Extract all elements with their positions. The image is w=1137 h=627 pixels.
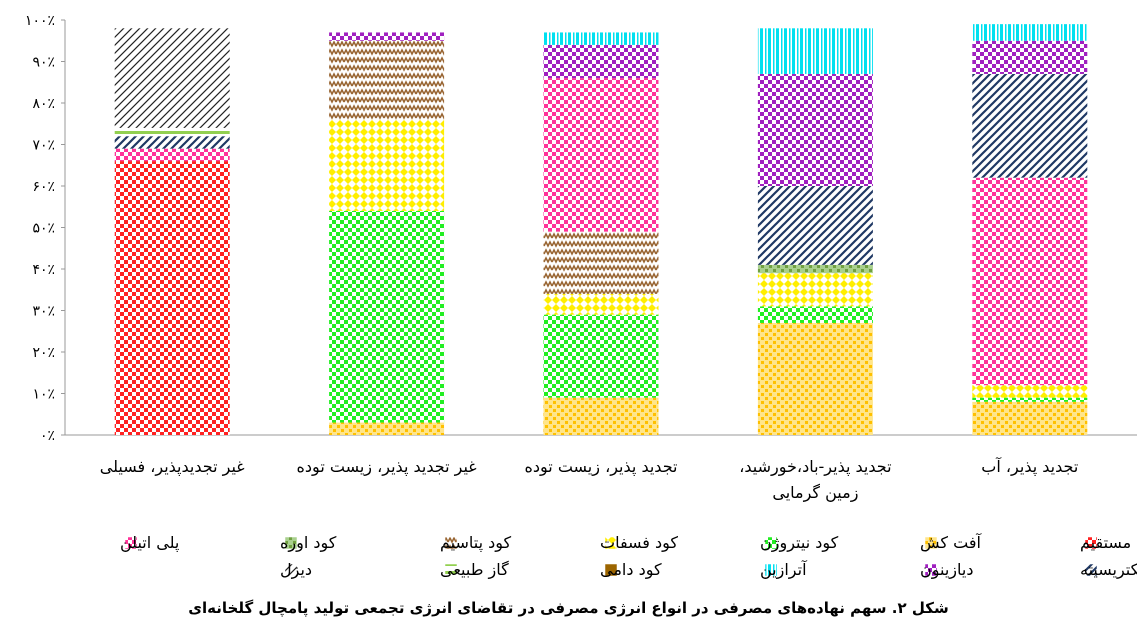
bar-segment bbox=[114, 148, 230, 162]
legend-item: کود اوره bbox=[280, 533, 337, 553]
bar-segment bbox=[972, 397, 1088, 402]
bar-segment bbox=[114, 28, 230, 128]
legend-swatch bbox=[764, 536, 778, 550]
bar-segment bbox=[757, 73, 873, 186]
legend-label: آفت کش bbox=[920, 533, 982, 553]
bar-segment bbox=[757, 273, 873, 307]
y-tick-label: ۵۰٪ bbox=[32, 221, 55, 237]
y-tick-label: ۶۰٪ bbox=[32, 179, 55, 195]
bar-segment bbox=[114, 161, 230, 435]
legend-swatch bbox=[444, 563, 458, 577]
figure-caption: شکل ۲. سهم نهاده‌های مصرفی در انواع انرژ… bbox=[188, 599, 949, 617]
legend-swatch bbox=[444, 536, 458, 550]
category-label: تجدید پذیر، زیست توده bbox=[525, 457, 678, 477]
bar-segment bbox=[757, 28, 873, 74]
bar-segment bbox=[543, 397, 659, 435]
y-tick-label: ۷۰٪ bbox=[32, 138, 55, 154]
y-axis: ۰٪ ۱۰٪ ۲۰٪ ۳۰٪ ۴۰٪ ۵۰٪ ۶۰٪ ۷۰٪ ۸۰٪ ۹۰٪ ۱۰۰٪ bbox=[25, 13, 1137, 444]
bar-segment bbox=[543, 44, 659, 79]
bar-segment bbox=[543, 78, 659, 232]
bar-segment bbox=[972, 73, 1088, 178]
legend-label: دیزل bbox=[280, 560, 312, 580]
bar-segment bbox=[543, 32, 659, 45]
legend-swatch bbox=[924, 536, 938, 550]
legend-label: کود نیتروژن bbox=[760, 533, 839, 553]
category-label: غیر تجدیدپذیر، فسیلی bbox=[100, 457, 245, 477]
bar-segment bbox=[329, 32, 445, 41]
category-labels: غیر تجدیدپذیر، فسیلی غیر تجدید پذیر، زیست… bbox=[100, 457, 1079, 503]
legend-label: کود دامی bbox=[600, 560, 662, 580]
bar-segment bbox=[972, 24, 1088, 41]
legend-item: الکتریسیته bbox=[1080, 560, 1137, 580]
legend-swatch bbox=[924, 563, 938, 577]
category-label: تجدید پذیر-باد،خورشید، bbox=[739, 457, 891, 477]
legend: مستقیم آفت کش کود نیتروژن کود فسفات کود پتاس… bbox=[120, 533, 1137, 580]
bar-segment bbox=[329, 422, 445, 435]
y-tick-label: ۸۰٪ bbox=[32, 96, 55, 112]
category-label: زمین گرمایی bbox=[772, 483, 858, 503]
bar-segment bbox=[329, 40, 445, 120]
legend-swatch bbox=[604, 563, 618, 577]
legend-label: الکتریسیته bbox=[1080, 560, 1137, 580]
bar-segment bbox=[329, 119, 445, 211]
bar-segment bbox=[972, 177, 1088, 386]
bar-segment bbox=[757, 186, 873, 265]
bar-segment bbox=[114, 127, 230, 137]
bar-segment bbox=[757, 264, 873, 274]
legend-swatch bbox=[604, 536, 618, 550]
bar-segment bbox=[114, 136, 230, 149]
legend-item: آفت کش bbox=[920, 533, 982, 553]
bar-segment bbox=[543, 293, 659, 315]
y-tick-label: ۱۰٪ bbox=[32, 387, 55, 403]
legend-item: آترازین bbox=[760, 560, 808, 580]
category-label: تجدید پذیر، آب bbox=[981, 457, 1078, 477]
bar-segment bbox=[543, 231, 659, 294]
legend-item: دیزل bbox=[280, 560, 312, 580]
legend-swatch bbox=[284, 563, 298, 577]
legend-swatch bbox=[284, 536, 298, 550]
legend-item: پلی اتیلن bbox=[120, 533, 179, 553]
legend-item: کود فسفات bbox=[600, 533, 678, 553]
legend-label: کود پتاسیم bbox=[440, 533, 512, 553]
stacked-bar-chart: ۰٪ ۱۰٪ ۲۰٪ ۳۰٪ ۴۰٪ ۵۰٪ ۶۰٪ ۷۰٪ ۸۰٪ ۹۰٪ ۱۰۰٪ غیر تج… bbox=[25, 13, 1137, 580]
y-tick-label: ۱۰۰٪ bbox=[25, 13, 55, 29]
bar-segment bbox=[972, 385, 1088, 398]
y-tick-label: ۲۰٪ bbox=[32, 345, 55, 361]
legend-label: پلی اتیلن bbox=[120, 533, 179, 553]
legend-item: کود دامی bbox=[600, 560, 662, 580]
legend-item: مستقیم bbox=[1080, 533, 1131, 552]
legend-label: مستقیم bbox=[1080, 533, 1131, 552]
y-tick-label: ۳۰٪ bbox=[32, 304, 55, 320]
legend-label: آترازین bbox=[760, 560, 808, 580]
legend-label: گاز طبیعی bbox=[440, 560, 509, 580]
legend-swatch bbox=[1084, 536, 1098, 550]
bars bbox=[114, 24, 1088, 435]
y-tick-label: ۹۰٪ bbox=[32, 55, 55, 71]
legend-item: کود پتاسیم bbox=[440, 533, 512, 553]
legend-label: کود اوره bbox=[280, 533, 337, 553]
bar-segment bbox=[543, 314, 659, 398]
legend-swatch bbox=[764, 563, 778, 577]
bar-segment bbox=[757, 322, 873, 435]
legend-item: گاز طبیعی bbox=[440, 560, 509, 580]
legend-label: دیازینون bbox=[920, 560, 973, 580]
legend-swatch bbox=[124, 536, 138, 550]
legend-item: کود نیتروژن bbox=[760, 533, 839, 553]
bar-segment bbox=[329, 210, 445, 423]
y-tick-label: ۰٪ bbox=[40, 428, 55, 444]
bar-segment bbox=[757, 306, 873, 323]
legend-item: دیازینون bbox=[920, 560, 973, 580]
legend-swatch bbox=[1084, 563, 1098, 577]
category-label: غیر تجدید پذیر، زیست توده bbox=[297, 457, 477, 477]
bar-segment bbox=[972, 40, 1088, 74]
y-tick-label: ۴۰٪ bbox=[32, 262, 55, 278]
legend-label: کود فسفات bbox=[600, 533, 678, 553]
bar-segment bbox=[972, 401, 1088, 435]
